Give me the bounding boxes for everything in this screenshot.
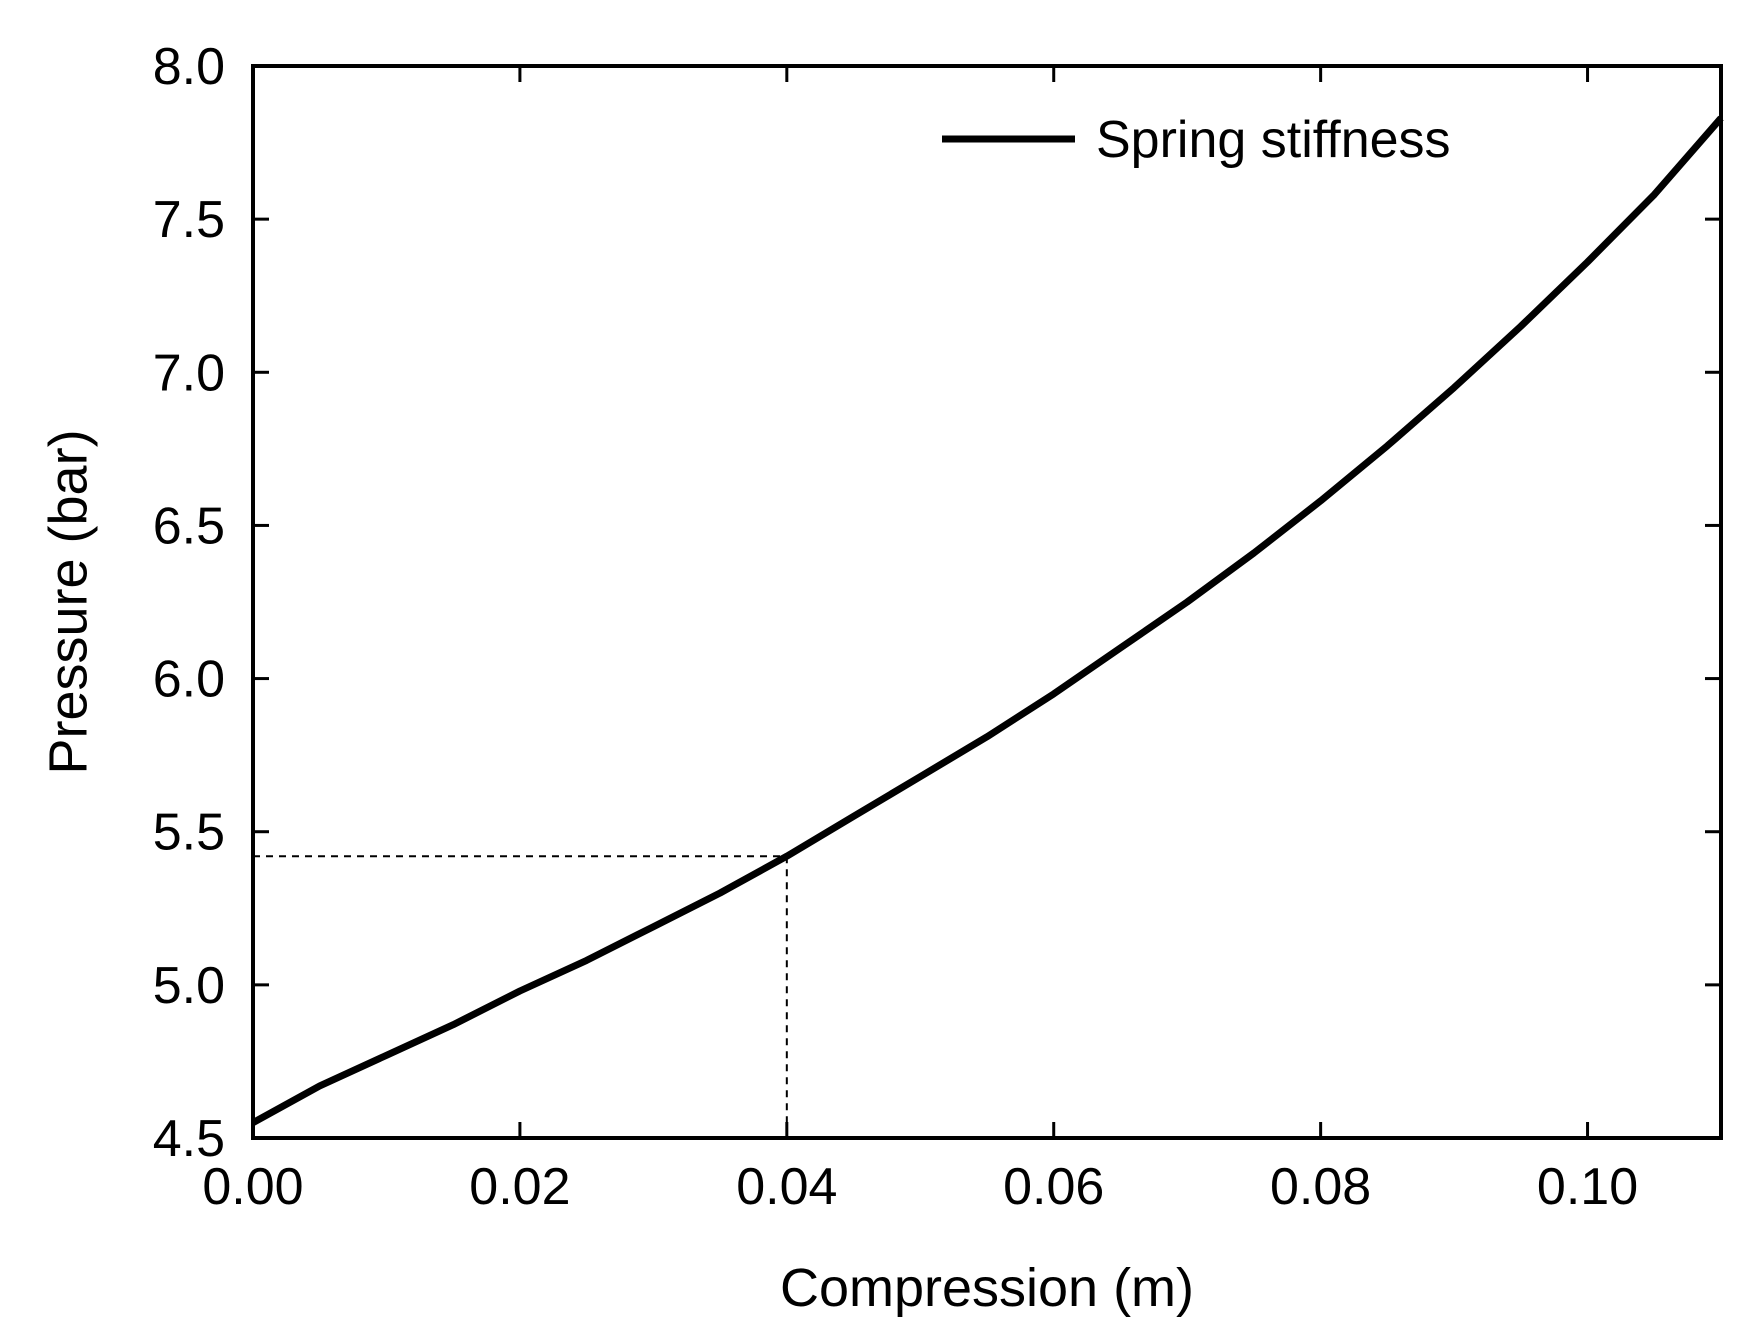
y-tick-label: 5.0 (153, 957, 225, 1015)
x-axis-title: Compression (m) (780, 1258, 1194, 1318)
y-axis-title: Pressure (bar) (38, 429, 98, 774)
x-tick-label: 0.08 (1270, 1158, 1371, 1216)
y-tick-label: 6.0 (153, 651, 225, 709)
ticks (251, 64, 1721, 1140)
legend: Spring stiffness (942, 111, 1451, 169)
x-tick-label: 0.02 (469, 1158, 570, 1216)
x-tick-label: 0.04 (736, 1158, 837, 1216)
x-tick-label: 0.06 (1003, 1158, 1104, 1216)
y-tick-label: 7.5 (153, 191, 225, 249)
y-tick-label: 5.5 (153, 804, 225, 862)
plot-frame (251, 64, 1723, 1140)
x-tick-label: 0.10 (1537, 1158, 1638, 1216)
x-tick-label: 0.00 (202, 1158, 303, 1216)
y-tick-label: 4.5 (153, 1110, 225, 1168)
y-tick-label: 7.0 (153, 344, 225, 402)
tick-labels: 0.00 0.02 0.04 0.06 0.08 0.10 4.5 5.0 5.5 6.0 6.5 7… (153, 38, 1638, 1216)
y-tick-label: 6.5 (153, 497, 225, 555)
y-tick-label: 8.0 (153, 38, 225, 96)
plot-content (251, 115, 1724, 1138)
series-line-spring-stiffness (251, 115, 1724, 1126)
legend-label-spring-stiffness: Spring stiffness (1096, 111, 1451, 169)
